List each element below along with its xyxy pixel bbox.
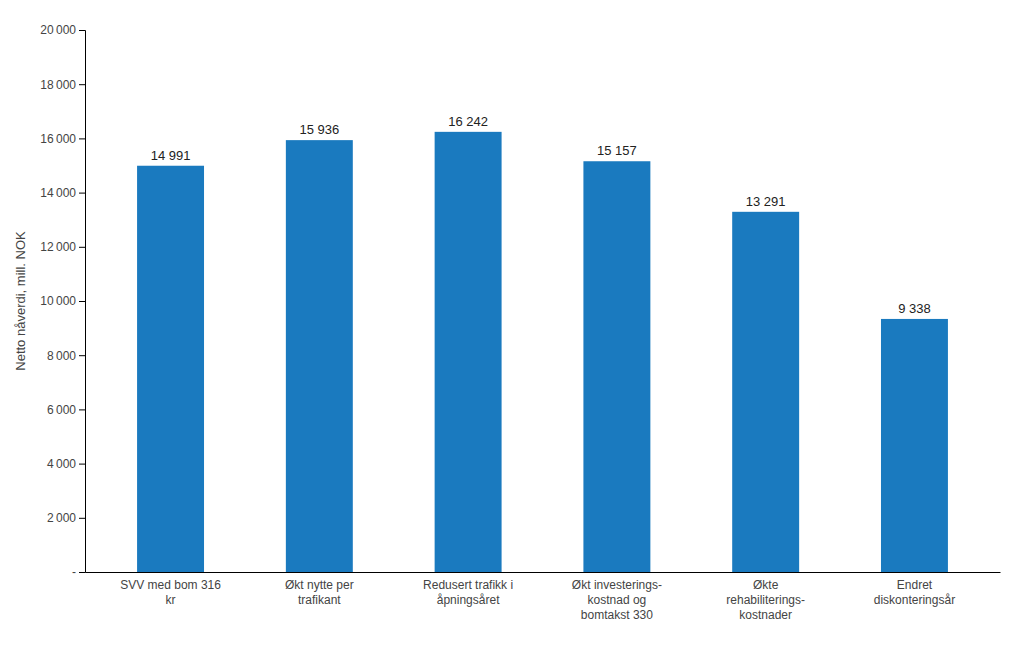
- x-axis: SVV med bom 316kr Økt nytte pertrafikant R…: [86, 573, 1001, 622]
- bar: [583, 161, 650, 572]
- x-tick-label: Endretdiskonteringsår: [874, 578, 955, 607]
- data-labels: 14 991 15 936 16 242 15 157 13 291 9 338: [151, 114, 931, 316]
- y-tick-mark: [79, 518, 85, 519]
- data-label: 13 291: [746, 194, 786, 209]
- y-tick-label: 14 000: [40, 186, 76, 200]
- x-tick: Endretdiskonteringsår: [874, 578, 955, 607]
- y-axis-line: [79, 31, 86, 573]
- data-label: 15 936: [299, 122, 339, 137]
- plot: 14 991 15 936 16 242 15 157 13 291 9 338 SVV m…: [40, 23, 1000, 621]
- y-tick: 12 000: [40, 240, 85, 254]
- y-tick-mark: [79, 247, 85, 248]
- x-tick-label-line: kostnader: [739, 608, 792, 622]
- y-tick-label: 20 000: [40, 23, 76, 37]
- y-tick-label: -: [72, 565, 76, 579]
- y-tick: 4 000: [47, 457, 85, 471]
- x-tick-label-line: Redusert trafikk i: [423, 578, 513, 592]
- y-tick-mark: [79, 572, 85, 573]
- x-tick-label-line: bomtakst 330: [581, 608, 653, 622]
- x-tick-label-line: Økt investerings-: [572, 578, 662, 592]
- x-tick: Økt nytte pertrafikant: [285, 578, 354, 607]
- bar: [435, 132, 502, 572]
- y-tick: 16 000: [40, 132, 85, 146]
- x-tick-label: Økterehabiliterings-kostnader: [726, 578, 805, 622]
- x-tick: Økterehabiliterings-kostnader: [726, 578, 805, 622]
- x-tick: SVV med bom 316kr: [120, 578, 221, 607]
- y-tick-label: 16 000: [40, 132, 76, 146]
- y-axis: - 2 000 4 000 6 000 8 000 10 000 12 000 14 000 1…: [40, 23, 85, 579]
- y-tick-label: 18 000: [40, 78, 76, 92]
- y-tick: 14 000: [40, 186, 85, 200]
- x-tick-label-line: rehabiliterings-: [726, 593, 805, 607]
- y-tick: 2 000: [47, 511, 85, 525]
- data-label: 9 338: [898, 301, 931, 316]
- y-tick: 10 000: [40, 294, 85, 308]
- y-tick-mark: [79, 84, 85, 85]
- x-tick-label: Økt investerings-kostnad ogbomtakst 330: [572, 578, 662, 622]
- y-tick-label: 4 000: [47, 457, 76, 471]
- y-tick-mark: [79, 30, 85, 31]
- x-tick: Redusert trafikk iåpningsåret: [423, 578, 513, 607]
- x-tick-label-line: trafikant: [298, 593, 341, 607]
- bar: [881, 319, 948, 572]
- x-tick-label-line: åpningsåret: [437, 593, 500, 607]
- y-tick-mark: [79, 301, 85, 302]
- y-tick-mark: [79, 138, 85, 139]
- y-tick: 18 000: [40, 78, 85, 92]
- bar: [732, 212, 799, 572]
- x-tick: Økt investerings-kostnad ogbomtakst 330: [572, 578, 662, 622]
- x-tick-label: Redusert trafikk iåpningsåret: [423, 578, 513, 607]
- bar: [286, 140, 353, 572]
- x-tick-label-line: Økt nytte per: [285, 578, 354, 592]
- y-tick-label: 8 000: [47, 349, 76, 363]
- x-axis-line: [86, 572, 1001, 573]
- bars: [137, 132, 948, 572]
- x-tick-label: Økt nytte pertrafikant: [285, 578, 354, 607]
- data-label: 16 242: [448, 114, 488, 129]
- x-tick-label-line: Endret: [897, 578, 933, 592]
- y-tick-label: 10 000: [40, 294, 76, 308]
- y-tick: 8 000: [47, 349, 85, 363]
- chart: 14 991 15 936 16 242 15 157 13 291 9 338 SVV m…: [0, 0, 1025, 652]
- x-tick-label-line: SVV med bom 316: [120, 578, 221, 592]
- y-tick-mark: [79, 409, 85, 410]
- y-tick-mark: [79, 355, 85, 356]
- x-tick-label-line: diskonteringsår: [874, 593, 955, 607]
- y-tick-mark: [79, 193, 85, 194]
- y-tick-label: 2 000: [47, 511, 76, 525]
- x-tick-label-line: Økte: [753, 578, 779, 592]
- x-tick-label-line: kr: [166, 593, 176, 607]
- y-tick: 20 000: [40, 23, 85, 37]
- data-label: 14 991: [151, 148, 191, 163]
- x-tick-label: SVV med bom 316kr: [120, 578, 221, 607]
- y-tick: -: [72, 565, 85, 579]
- y-tick: 6 000: [47, 403, 85, 417]
- data-label: 15 157: [597, 143, 637, 158]
- y-tick-mark: [79, 464, 85, 465]
- y-tick-label: 6 000: [47, 403, 76, 417]
- y-tick-label: 12 000: [40, 240, 76, 254]
- y-axis-title: Netto nåverdi, mill. NOK: [13, 231, 28, 371]
- bar: [137, 166, 204, 572]
- x-tick-label-line: kostnad og: [588, 593, 647, 607]
